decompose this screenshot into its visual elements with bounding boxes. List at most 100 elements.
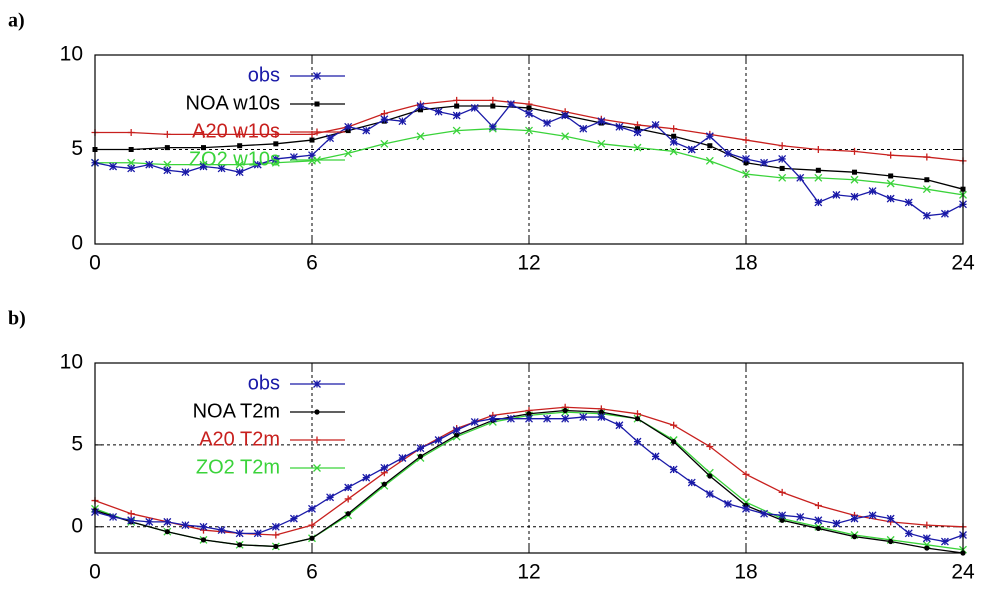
point: [579, 124, 588, 133]
point: [615, 122, 624, 131]
point: [289, 153, 298, 162]
legend-marker: [314, 101, 320, 107]
series: [91, 413, 967, 546]
point: [597, 117, 606, 126]
legend-label: obs: [248, 64, 280, 86]
point: [778, 173, 787, 182]
point: [289, 514, 298, 523]
point: [705, 156, 714, 165]
plot-frame: [94, 362, 964, 554]
point: [416, 132, 425, 141]
point: [345, 511, 351, 517]
panel-label: b): [8, 308, 26, 330]
point: [416, 444, 425, 453]
point: [454, 432, 460, 438]
point: [886, 194, 895, 203]
point: [236, 130, 244, 138]
point: [669, 137, 678, 146]
point: [271, 154, 280, 163]
point: [326, 493, 335, 502]
point: [779, 517, 785, 523]
point: [308, 151, 316, 160]
point: [888, 173, 894, 179]
point: [814, 502, 822, 509]
point: [344, 483, 353, 492]
point: [633, 437, 642, 446]
point: [597, 413, 606, 422]
point: [273, 543, 279, 550]
point: [362, 126, 371, 135]
point: [742, 154, 750, 163]
point: [579, 413, 588, 422]
point: [163, 517, 172, 526]
x-tick-label: 12: [517, 252, 540, 275]
point: [380, 463, 389, 472]
series: [92, 103, 966, 192]
point: [886, 179, 895, 188]
point: [489, 96, 497, 104]
x-tick-label: 6: [306, 252, 318, 275]
point: [164, 145, 170, 151]
point: [470, 103, 479, 112]
point: [904, 198, 913, 207]
point: [526, 105, 532, 111]
legend-marker: [313, 128, 321, 136]
x-tick-label: 24: [951, 561, 975, 584]
point: [308, 521, 316, 529]
legend-marker: [313, 464, 321, 472]
point: [308, 504, 316, 513]
point: [272, 531, 280, 539]
point: [127, 510, 135, 518]
point: [380, 115, 389, 124]
point: [707, 143, 713, 149]
plot-frame: [94, 54, 964, 245]
point: [633, 143, 642, 152]
y-tick-label: 5: [71, 432, 83, 455]
point: [922, 211, 931, 220]
point: [634, 416, 641, 422]
point: [868, 511, 877, 520]
point: [924, 177, 930, 183]
point: [635, 126, 640, 132]
point: [852, 169, 857, 175]
point: [181, 521, 190, 530]
legend-marker: [314, 409, 320, 415]
point: [163, 166, 172, 175]
point: [344, 122, 353, 131]
legend-label: ZO2 T2m: [196, 456, 280, 478]
point: [273, 141, 279, 147]
point: [742, 504, 750, 513]
y-tick-label: 5: [71, 137, 83, 160]
point: [506, 100, 515, 109]
point: [940, 209, 949, 218]
legend-marker: [313, 156, 321, 164]
point: [561, 414, 570, 423]
x-tick-label: 0: [89, 561, 101, 584]
point: [109, 513, 118, 521]
panel-label: a): [8, 10, 25, 32]
legend-label: ZO2 w10s: [189, 148, 280, 170]
point: [669, 147, 678, 156]
point: [742, 136, 750, 144]
point: [562, 407, 568, 414]
point: [743, 160, 749, 166]
point: [670, 421, 678, 429]
point: [705, 490, 714, 498]
point: [488, 414, 497, 423]
point: [127, 128, 135, 136]
point: [670, 125, 678, 133]
point: [796, 513, 805, 521]
point: [561, 111, 570, 120]
point: [814, 173, 823, 182]
point: [452, 126, 461, 135]
point: [543, 119, 552, 127]
point: [815, 525, 821, 532]
point: [309, 535, 315, 541]
point: [940, 537, 949, 546]
point: [309, 137, 315, 143]
point: [416, 102, 425, 110]
point: [488, 122, 497, 131]
y-tick-label: 10: [60, 43, 83, 66]
point: [633, 128, 642, 137]
point: [597, 139, 606, 148]
